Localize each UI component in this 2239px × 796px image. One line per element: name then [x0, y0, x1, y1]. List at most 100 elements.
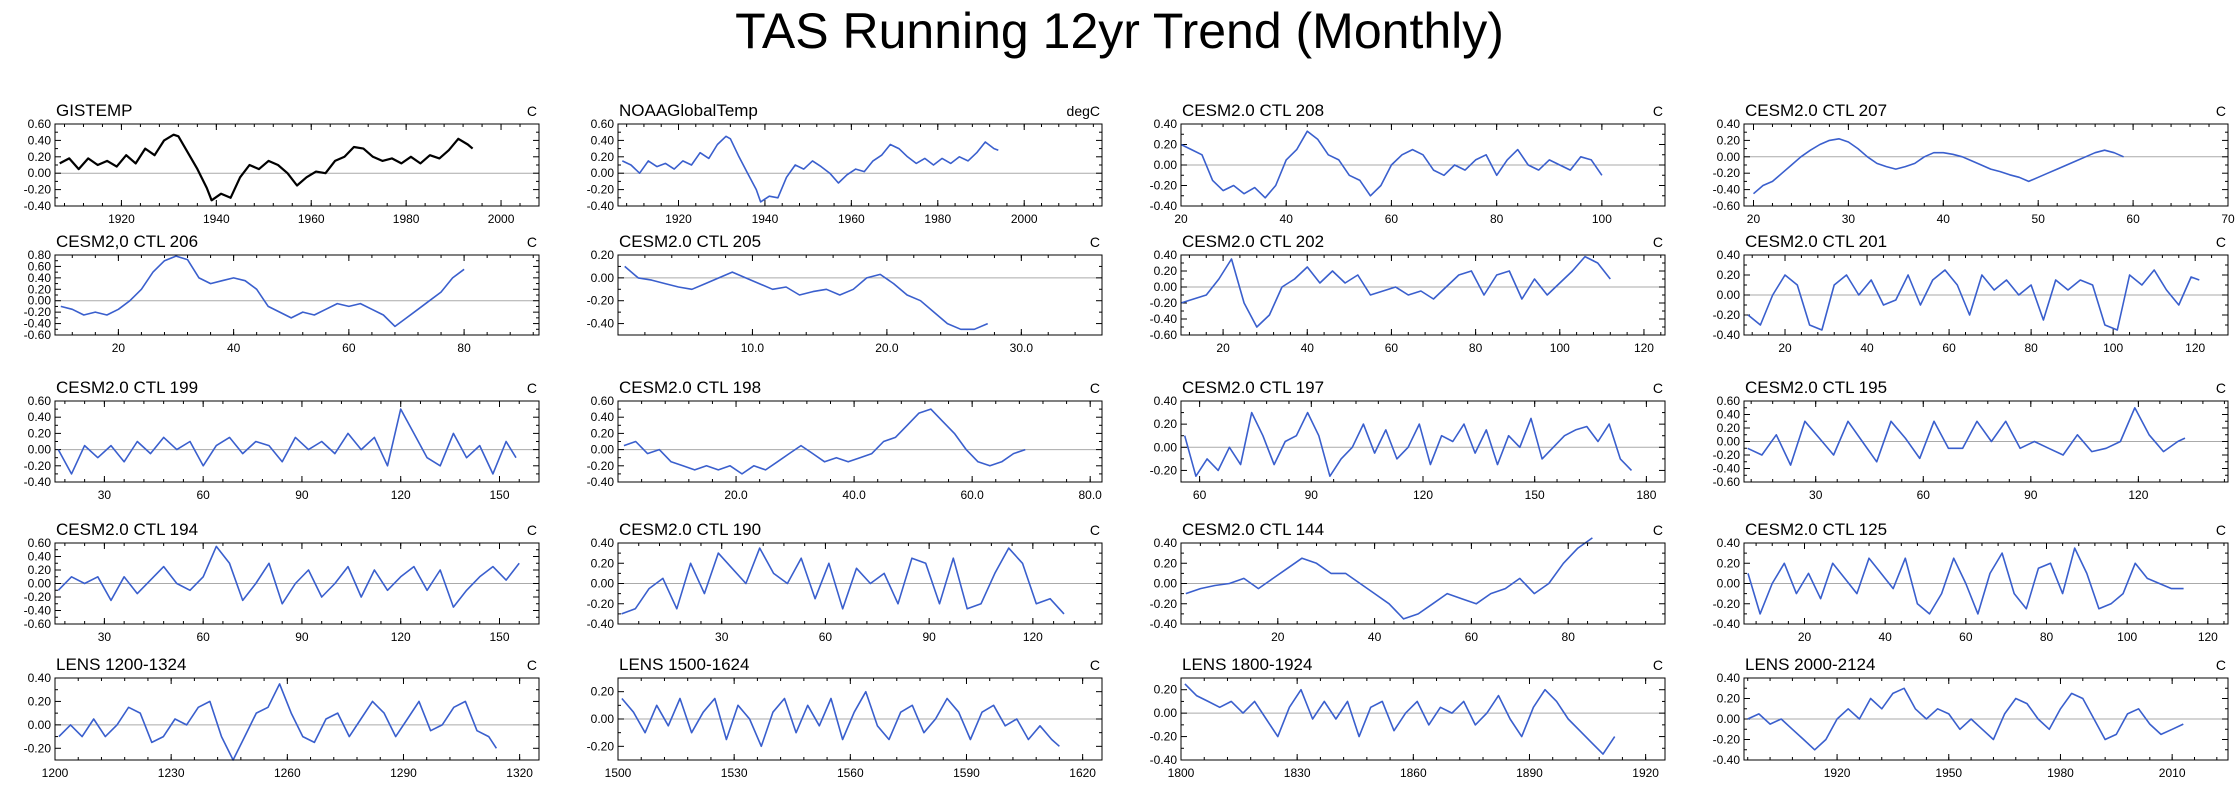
plot-frame [1743, 400, 2229, 483]
panel-title: CESM2.0 CTL 199 [56, 378, 198, 397]
y-tick-label: 0.40 [591, 133, 615, 147]
plot-frame [617, 542, 1103, 625]
chart-panel: CESM2.0 CTL 202 C 0.40 0.20 0.00 -0.20 -0.40 -0… [1150, 232, 1666, 355]
y-tick-label: 0.40 [1154, 248, 1178, 262]
y-tick-label: -0.60 [1150, 328, 1178, 342]
series-line [1747, 269, 2200, 331]
x-tick-label: 100 [2103, 341, 2123, 355]
x-tick-label: 1320 [506, 766, 533, 780]
x-tick-label: 90 [295, 630, 309, 644]
panel-unit: C [1653, 522, 1663, 538]
x-tick-label: 1950 [1935, 766, 1962, 780]
y-tick-label: 0.00 [1154, 440, 1178, 454]
y-tick-label: 0.00 [1717, 577, 1741, 591]
y-tick-label: -0.20 [24, 183, 52, 197]
panel-unit: C [527, 657, 537, 673]
y-tick-label: 0.20 [1154, 417, 1178, 431]
plot-frame [1180, 123, 1666, 207]
x-tick-label: 80.0 [1079, 488, 1103, 502]
y-tick-label: 0.20 [591, 685, 615, 699]
y-tick-label: -0.20 [1150, 597, 1178, 611]
x-tick-label: 1920 [665, 212, 692, 226]
x-tick-label: 80 [1490, 212, 1504, 226]
plot-frame [54, 400, 540, 483]
panel-unit: degC [1067, 103, 1100, 119]
y-tick-label: -0.20 [1150, 179, 1178, 193]
series-line [60, 255, 465, 328]
chart-panel: CESM2.0 CTL 205 C 0.20 0.00 -0.20 -0.40 10.0 20… [587, 232, 1103, 355]
y-tick-label: 0.00 [1154, 577, 1178, 591]
x-tick-label: 1960 [838, 212, 865, 226]
y-tick-label: 0.00 [28, 294, 52, 308]
chart-panel: CESM2.0 CTL 201 C 0.40 0.20 0.00 -0.20 -0.40 20… [1713, 232, 2229, 355]
series-line [621, 135, 999, 203]
x-tick-label: 80 [2024, 341, 2038, 355]
x-tick-label: 150 [1525, 488, 1545, 502]
x-tick-label: 60.0 [960, 488, 984, 502]
y-tick-label: -0.20 [24, 741, 52, 755]
x-tick-label: 1890 [1516, 766, 1543, 780]
y-tick-label: 0.00 [28, 718, 52, 732]
y-tick-label: 0.20 [1717, 421, 1741, 435]
y-tick-label: 0.00 [591, 577, 615, 591]
y-tick-label: -0.20 [24, 459, 52, 473]
series-line [1747, 406, 2186, 466]
y-tick-label: 0.00 [28, 577, 52, 591]
x-tick-label: 30.0 [1010, 341, 1034, 355]
series-line [621, 547, 1065, 615]
x-tick-label: 2010 [2159, 766, 2186, 780]
series-line [1185, 537, 1593, 620]
y-tick-label: -0.40 [1713, 328, 1741, 342]
x-tick-label: 120 [2185, 341, 2205, 355]
y-tick-label: 0.60 [591, 394, 615, 408]
panel-title: LENS 2000-2124 [1745, 655, 1875, 674]
x-tick-label: 1920 [108, 212, 135, 226]
x-tick-label: 1230 [158, 766, 185, 780]
chart-panel: CESM2.0 CTL 144 C 0.40 0.20 0.00 -0.20 -0.40 20… [1150, 520, 1666, 644]
y-tick-label: -0.60 [1713, 475, 1741, 489]
plot-frame [1180, 542, 1666, 625]
x-tick-label: 150 [489, 488, 509, 502]
y-tick-label: 0.20 [591, 426, 615, 440]
x-tick-label: 60 [1385, 212, 1399, 226]
x-tick-label: 1980 [924, 212, 951, 226]
x-tick-label: 60 [196, 630, 210, 644]
y-tick-label: -0.60 [24, 617, 52, 631]
x-tick-label: 1920 [1632, 766, 1659, 780]
x-tick-label: 20.0 [724, 488, 748, 502]
y-tick-label: -0.20 [587, 597, 615, 611]
y-tick-label: 0.40 [1717, 671, 1741, 685]
chart-panel: LENS 1200-1324 C 0.40 0.20 0.00 -0.20 1200 1230… [24, 655, 540, 780]
panel-unit: C [527, 522, 537, 538]
y-tick-label: -0.20 [587, 739, 615, 753]
plot-frame [1180, 400, 1666, 483]
x-tick-label: 80 [457, 341, 471, 355]
x-tick-label: 100 [2117, 630, 2137, 644]
y-tick-label: -0.40 [1713, 183, 1741, 197]
series-line [1180, 255, 1611, 328]
y-tick-label: 0.60 [28, 394, 52, 408]
series-line [623, 408, 1026, 475]
y-tick-label: 0.40 [28, 271, 52, 285]
x-tick-label: 90 [295, 488, 309, 502]
series-line [58, 683, 498, 761]
chart-panel: CESM2,0 CTL 206 C 0.800.600.400.200.00-0.2… [24, 232, 540, 355]
y-tick-label: 0.20 [28, 426, 52, 440]
chart-panel: CESM2.0 CTL 125 C 0.40 0.20 0.00 -0.20 -0.40 20… [1713, 520, 2229, 644]
x-tick-label: 120 [2128, 488, 2148, 502]
chart-panel: CESM2.0 CTL 198 C 0.60 0.40 0.20 0.00 -0.20 -0.… [587, 378, 1103, 502]
x-tick-label: 60 [342, 341, 356, 355]
y-tick-label: 0.40 [591, 536, 615, 550]
x-tick-label: 100 [1550, 341, 1570, 355]
x-tick-label: 1620 [1069, 766, 1096, 780]
y-tick-label: 0.40 [28, 410, 52, 424]
y-tick-label: 0.60 [1717, 394, 1741, 408]
y-tick-label: -0.40 [587, 199, 615, 213]
x-tick-label: 80 [1469, 341, 1483, 355]
plot-frame [54, 542, 540, 625]
x-tick-label: 1960 [298, 212, 325, 226]
y-tick-label: -0.40 [1713, 617, 1741, 631]
x-tick-label: 1980 [393, 212, 420, 226]
